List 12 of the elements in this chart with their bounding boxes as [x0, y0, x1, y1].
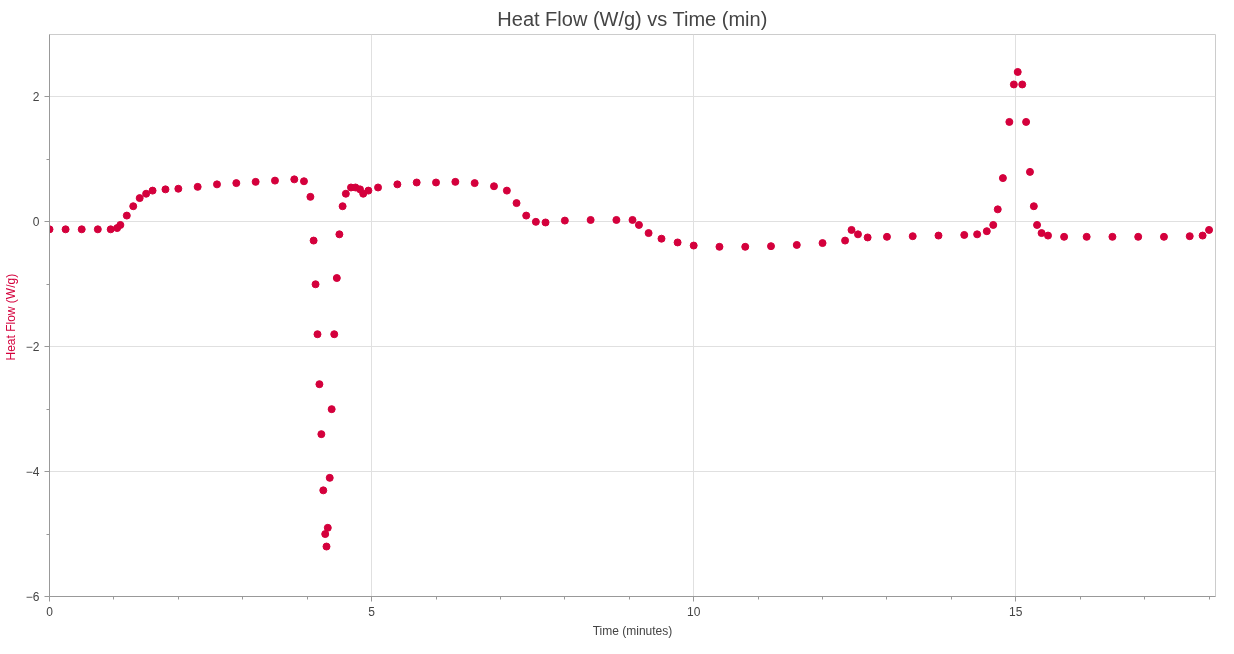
- y-tick-label: −6: [25, 590, 40, 604]
- y-tick-label: −2: [25, 340, 40, 355]
- y-tick-label: 0: [32, 215, 40, 230]
- x-tick-label: 0: [46, 604, 54, 619]
- x-tick-label: 5: [368, 604, 376, 619]
- x-tick-label: 10: [687, 604, 701, 619]
- chart-title: Heat Flow (W/g) vs Time (min): [497, 7, 768, 30]
- y-axis-title: Heat Flow (W/g): [3, 273, 18, 361]
- y-tick-label: −4: [25, 465, 40, 480]
- x-tick-label: 15: [1009, 604, 1023, 619]
- x-axis-title: Time (minutes): [592, 623, 673, 638]
- y-tick-label: 2: [32, 90, 40, 105]
